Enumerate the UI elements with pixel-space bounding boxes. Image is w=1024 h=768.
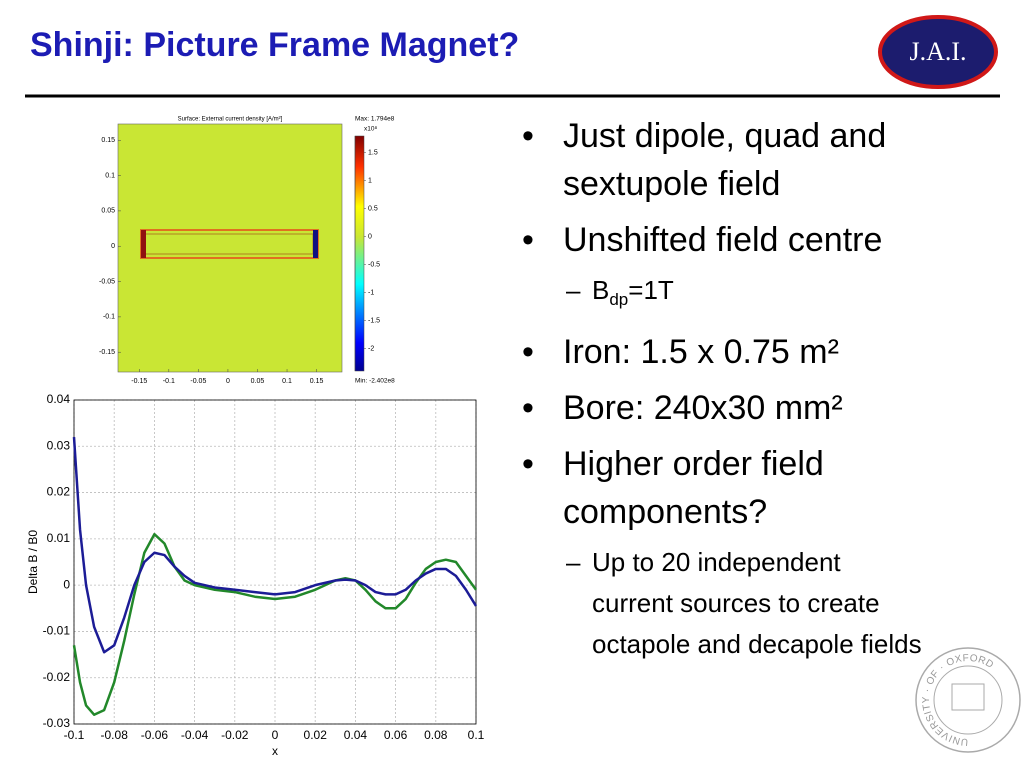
bullet-text: Higher order field components? bbox=[563, 445, 824, 532]
y-tick-label: 0.03 bbox=[47, 438, 71, 452]
crest-inner bbox=[933, 665, 1003, 735]
color-tick-label: -1 bbox=[368, 289, 374, 296]
max-label: Max: 1.794e8 bbox=[355, 116, 395, 123]
bullet-text: Iron: 1.5 x 0.75 m² bbox=[563, 333, 839, 372]
color-tick-label: -1.5 bbox=[368, 317, 380, 324]
color-scale-label: x10⁸ bbox=[364, 126, 377, 133]
color-tick-label: 0.5 bbox=[368, 205, 378, 212]
y-tick-label: -0.15 bbox=[99, 349, 115, 356]
sub-bullet-text: Up to 20 independent current sources to … bbox=[592, 547, 922, 660]
color-tick-label: -0.5 bbox=[368, 261, 380, 268]
x-tick-label: 0.1 bbox=[468, 728, 485, 742]
coil-right bbox=[313, 230, 318, 258]
sub-bullet: Up to 20 independent current sources to … bbox=[566, 542, 922, 665]
x-tick-label: 0.08 bbox=[424, 728, 448, 742]
x-tick-label: -0.06 bbox=[141, 728, 169, 742]
bullet-text: Unshifted field centre bbox=[563, 221, 883, 259]
coil-bore bbox=[144, 233, 314, 255]
y-tick-label: 0.15 bbox=[101, 137, 115, 144]
bullet: Higher order field components? bbox=[522, 440, 992, 536]
x-tick-label: 0.02 bbox=[304, 728, 328, 742]
x-tick-label: 0 bbox=[272, 728, 279, 742]
plot-frame bbox=[73, 399, 477, 725]
bullet-text: Bore: 240x30 mm² bbox=[563, 389, 843, 428]
x-tick-label: -0.08 bbox=[101, 728, 129, 742]
y-tick-label: 0.04 bbox=[47, 392, 71, 406]
logo bbox=[878, 15, 998, 89]
bullet-text: Just dipole, quad and sextupole field bbox=[563, 117, 887, 203]
y-tick-label: -0.03 bbox=[43, 716, 71, 730]
x-tick-label: 0.04 bbox=[344, 728, 368, 742]
crest-text-wrap: UNIVERSITY · OF · OXFORD bbox=[921, 653, 996, 748]
line-chart: -0.1 -0.08 -0.06 -0.04 -0.02 0 0.02 0.04 0.06 0.0… bbox=[26, 392, 484, 758]
color-tick-label: 0 bbox=[368, 233, 372, 240]
y-tick-label: -0.01 bbox=[43, 624, 71, 638]
y-tick-label: -0.05 bbox=[99, 278, 115, 285]
coil-left bbox=[141, 230, 146, 258]
color-bar bbox=[354, 135, 365, 372]
min-label: Min: -2.402e8 bbox=[355, 378, 395, 385]
bullet: Just dipole, quad and sextupole field bbox=[522, 112, 992, 208]
bullet: Iron: 1.5 x 0.75 m² bbox=[522, 328, 992, 376]
data-line bbox=[72, 436, 478, 654]
x-tick-label: -0.1 bbox=[64, 728, 85, 742]
y-tick-label: 0.02 bbox=[47, 485, 71, 499]
x-tick-label: -0.04 bbox=[181, 728, 209, 742]
x-tick-label: 0 bbox=[226, 378, 230, 385]
y-tick-label: 0.1 bbox=[105, 172, 115, 179]
x-axis-label: x bbox=[272, 744, 278, 758]
bullet: Unshifted field centre bbox=[522, 216, 992, 264]
y-tick-label: 0.01 bbox=[47, 531, 71, 545]
x-tick-label: -0.05 bbox=[190, 378, 206, 385]
color-tick-label: 1 bbox=[368, 177, 372, 184]
x-tick-label: -0.15 bbox=[131, 378, 147, 385]
sub-bullet-text: B bbox=[592, 275, 610, 305]
crest-book bbox=[951, 683, 985, 711]
y-tick-label: -0.02 bbox=[43, 670, 71, 684]
color-tick-label: 1.5 bbox=[368, 149, 378, 156]
bullet-list: Just dipole, quad and sextupole field Uns… bbox=[522, 104, 992, 665]
crest-ring bbox=[915, 647, 1021, 753]
y-tick-label: 0.05 bbox=[101, 208, 115, 215]
x-tick-label: -0.02 bbox=[221, 728, 249, 742]
bullet: Bore: 240x30 mm² bbox=[522, 384, 992, 432]
slide-title: Shinji: Picture Frame Magnet? bbox=[30, 26, 520, 64]
coil bbox=[140, 229, 319, 259]
y-tick-label: -0.1 bbox=[103, 314, 115, 321]
x-tick-label: 0.06 bbox=[384, 728, 408, 742]
x-tick-label: 0.1 bbox=[282, 378, 292, 385]
sub-bullet: Bdp=1T bbox=[566, 270, 922, 320]
y-tick-label: 0 bbox=[63, 577, 70, 591]
x-tick-label: -0.1 bbox=[163, 378, 175, 385]
crest-text: UNIVERSITY · OF · OXFORD bbox=[921, 653, 995, 748]
color-tick-label: -2 bbox=[368, 345, 374, 352]
sub-bullet-tail: =1T bbox=[628, 275, 674, 305]
y-axis-label: Delta B / B0 bbox=[26, 530, 40, 594]
y-tick-label: 0 bbox=[111, 243, 115, 250]
logo-text: J.A.I. bbox=[909, 37, 966, 66]
x-tick-label: 0.05 bbox=[251, 378, 265, 385]
x-tick-label: 0.15 bbox=[310, 378, 324, 385]
surface-title: Surface: External current density [A/m²] bbox=[178, 117, 283, 123]
surface-plot: Surface: External current density [A/m²]… bbox=[99, 116, 395, 385]
subscript: dp bbox=[609, 290, 629, 310]
